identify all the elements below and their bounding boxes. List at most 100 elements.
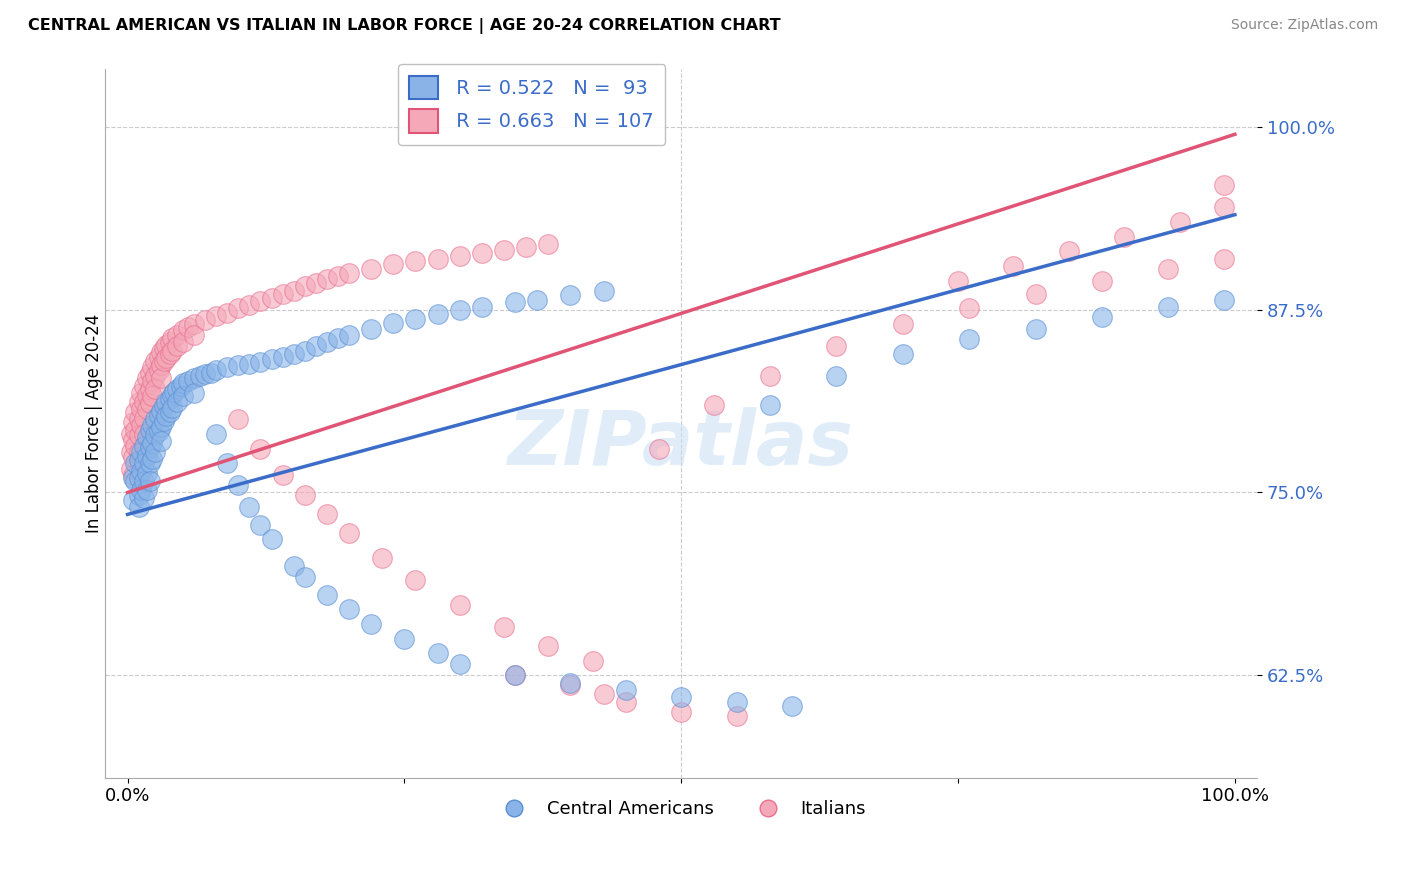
Point xyxy=(780,698,803,713)
Point xyxy=(294,488,316,502)
Point xyxy=(1168,215,1191,229)
Point xyxy=(122,415,145,429)
Point xyxy=(671,690,693,705)
Point xyxy=(315,588,337,602)
Point xyxy=(426,646,449,660)
Point xyxy=(1002,259,1025,273)
Point xyxy=(194,367,217,381)
Legend: Central Americans, Italians: Central Americans, Italians xyxy=(489,793,873,825)
Point xyxy=(526,293,548,307)
Point xyxy=(153,414,176,428)
Point xyxy=(404,573,426,587)
Point xyxy=(205,362,228,376)
Point xyxy=(825,368,848,383)
Point xyxy=(128,488,150,502)
Point xyxy=(614,682,637,697)
Point xyxy=(138,440,160,454)
Point xyxy=(149,419,172,434)
Point xyxy=(134,427,156,442)
Point xyxy=(1212,201,1234,215)
Point xyxy=(946,273,969,287)
Point xyxy=(149,434,172,449)
Point xyxy=(503,295,526,310)
Point xyxy=(128,471,150,485)
Point xyxy=(426,307,449,321)
Point xyxy=(141,359,163,374)
Point xyxy=(129,402,152,417)
Point xyxy=(155,394,177,409)
Point xyxy=(238,357,260,371)
Point xyxy=(759,398,782,412)
Point xyxy=(153,354,176,368)
Point xyxy=(166,339,188,353)
Point xyxy=(582,654,605,668)
Point xyxy=(143,412,166,426)
Point xyxy=(153,399,176,413)
Point xyxy=(128,453,150,467)
Point xyxy=(128,412,150,426)
Point xyxy=(238,500,260,514)
Point xyxy=(155,338,177,352)
Point xyxy=(183,371,205,385)
Point xyxy=(371,551,394,566)
Point xyxy=(337,602,360,616)
Point xyxy=(141,375,163,389)
Point xyxy=(449,249,471,263)
Point xyxy=(141,435,163,450)
Point xyxy=(382,257,405,271)
Point xyxy=(891,346,914,360)
Point xyxy=(703,398,725,412)
Point xyxy=(337,327,360,342)
Point xyxy=(449,302,471,317)
Point xyxy=(166,394,188,409)
Point xyxy=(172,334,194,349)
Point xyxy=(471,245,494,260)
Point xyxy=(1091,310,1114,324)
Point xyxy=(134,456,156,470)
Point xyxy=(136,402,159,417)
Point xyxy=(136,387,159,401)
Point xyxy=(537,639,560,653)
Point xyxy=(326,330,349,344)
Point xyxy=(149,371,172,385)
Point xyxy=(155,409,177,424)
Point xyxy=(129,386,152,401)
Point xyxy=(128,444,150,458)
Point xyxy=(294,570,316,584)
Text: CENTRAL AMERICAN VS ITALIAN IN LABOR FORCE | AGE 20-24 CORRELATION CHART: CENTRAL AMERICAN VS ITALIAN IN LABOR FOR… xyxy=(28,18,780,34)
Point xyxy=(759,368,782,383)
Point xyxy=(172,323,194,337)
Point xyxy=(172,376,194,390)
Point xyxy=(404,311,426,326)
Point xyxy=(183,386,205,401)
Point xyxy=(404,254,426,268)
Point xyxy=(160,343,183,358)
Point xyxy=(134,411,156,425)
Point xyxy=(560,678,582,692)
Point xyxy=(294,343,316,358)
Point xyxy=(283,346,305,360)
Point xyxy=(560,288,582,302)
Point xyxy=(494,243,516,257)
Point xyxy=(1091,273,1114,287)
Point xyxy=(217,359,239,374)
Point xyxy=(136,483,159,497)
Point xyxy=(449,657,471,671)
Point xyxy=(471,300,494,314)
Point xyxy=(315,272,337,286)
Text: Source: ZipAtlas.com: Source: ZipAtlas.com xyxy=(1230,18,1378,32)
Point xyxy=(124,423,146,437)
Point xyxy=(143,444,166,458)
Point xyxy=(648,442,671,456)
Point xyxy=(1157,300,1180,314)
Point xyxy=(537,236,560,251)
Point xyxy=(129,418,152,433)
Point xyxy=(148,362,170,376)
Point xyxy=(217,456,239,470)
Point xyxy=(249,355,271,369)
Point xyxy=(136,430,159,444)
Point xyxy=(159,346,181,360)
Point xyxy=(260,352,283,367)
Point xyxy=(159,405,181,419)
Point xyxy=(120,427,142,442)
